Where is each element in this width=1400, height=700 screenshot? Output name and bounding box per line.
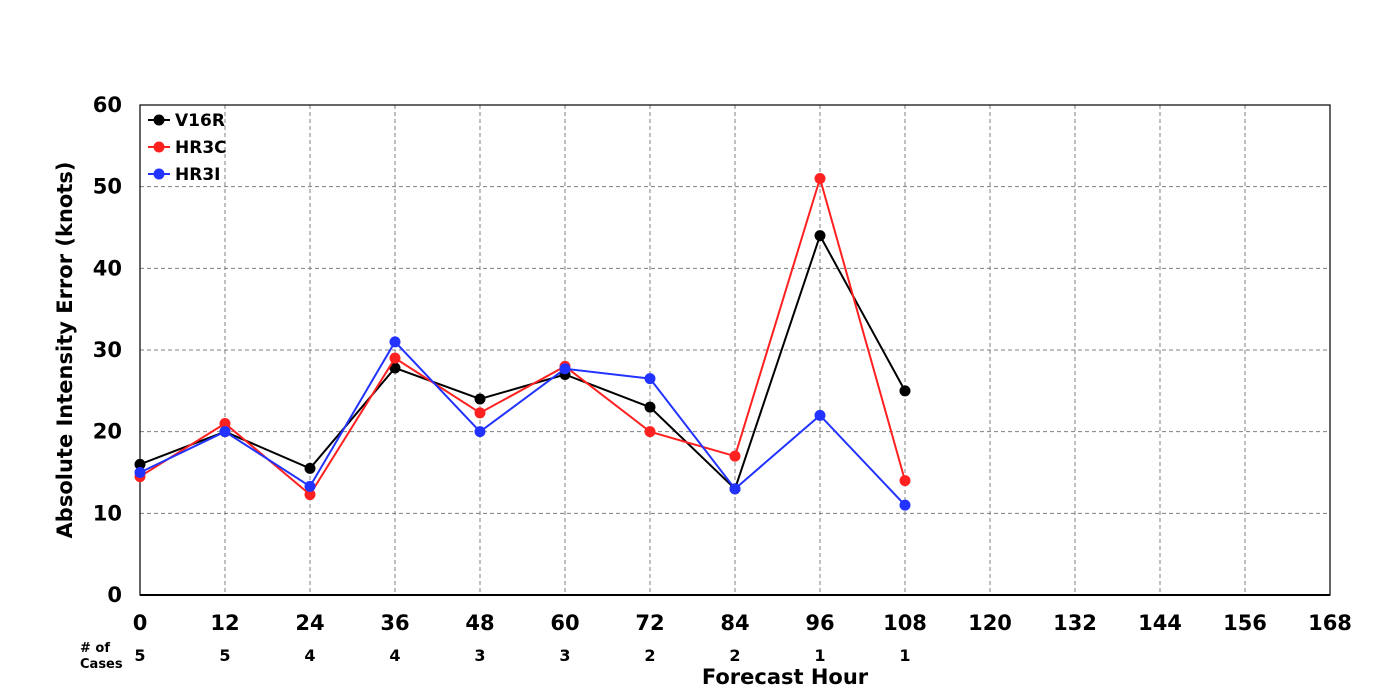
grid bbox=[140, 105, 1330, 596]
data-point bbox=[814, 173, 826, 184]
legend-item: HR3C bbox=[148, 138, 227, 158]
x-tick-label: 60 bbox=[550, 611, 579, 635]
x-tick-label: 24 bbox=[295, 611, 324, 635]
x-tick-label: 132 bbox=[1053, 611, 1097, 635]
x-tick-label: 12 bbox=[210, 611, 239, 635]
data-point bbox=[729, 450, 741, 462]
data-point bbox=[219, 426, 231, 438]
case-count: 4 bbox=[389, 646, 400, 665]
y-tick-label: 0 bbox=[107, 583, 122, 607]
data-point bbox=[899, 475, 911, 487]
x-tick-label: 144 bbox=[1138, 611, 1182, 635]
x-tick-label: 84 bbox=[720, 611, 749, 635]
data-point bbox=[474, 393, 486, 405]
x-tick-label: 72 bbox=[635, 611, 664, 635]
case-count: 4 bbox=[304, 646, 315, 665]
data-point bbox=[219, 418, 231, 429]
y-tick-label: 60 bbox=[93, 93, 122, 117]
data-point bbox=[389, 362, 401, 374]
legend-marker bbox=[153, 114, 165, 126]
x-tick-label: 108 bbox=[883, 611, 927, 635]
case-count: 5 bbox=[134, 646, 145, 665]
legend-item: HR3I bbox=[148, 165, 220, 185]
data-point bbox=[389, 352, 401, 364]
legend-marker bbox=[153, 168, 165, 180]
legend-label: HR3C bbox=[175, 138, 227, 158]
data-point bbox=[559, 363, 571, 375]
data-point bbox=[304, 462, 316, 474]
data-point bbox=[729, 483, 741, 495]
series-line bbox=[139, 174, 906, 497]
x-tick-label: 120 bbox=[968, 611, 1012, 635]
case-count: 1 bbox=[814, 646, 825, 665]
data-point bbox=[389, 336, 401, 348]
series-v16r bbox=[134, 230, 911, 495]
case-count: 3 bbox=[559, 646, 570, 665]
y-tick-labels: 0 10 20 30 40 50 60 bbox=[93, 93, 122, 607]
data-point bbox=[644, 401, 656, 413]
x-tick-label: 156 bbox=[1223, 611, 1267, 635]
y-tick-label: 20 bbox=[93, 420, 122, 444]
x-axis-title: Forecast Hour bbox=[702, 665, 869, 689]
legend: V16R HR3C HR3I bbox=[148, 111, 227, 185]
legend-label: V16R bbox=[175, 111, 225, 131]
series-layer bbox=[134, 173, 911, 511]
data-point bbox=[814, 409, 826, 421]
series-hr3c bbox=[134, 173, 911, 501]
case-count: 2 bbox=[729, 646, 740, 665]
cases-label-line1: # of bbox=[80, 641, 110, 656]
x-tick-label: 36 bbox=[380, 611, 409, 635]
cases-label-line2: Cases bbox=[80, 657, 123, 672]
data-point bbox=[134, 458, 146, 470]
data-point bbox=[474, 407, 486, 419]
data-point bbox=[644, 373, 656, 385]
y-tick-label: 30 bbox=[93, 338, 122, 362]
case-count: 1 bbox=[899, 646, 910, 665]
y-tick-label: 10 bbox=[93, 501, 122, 525]
case-count: 5 bbox=[219, 646, 230, 665]
x-tick-label: 168 bbox=[1308, 611, 1352, 635]
x-tick-label: 0 bbox=[133, 611, 148, 635]
data-point bbox=[304, 489, 316, 501]
data-point bbox=[644, 426, 656, 438]
data-point bbox=[304, 480, 316, 492]
x-tick-label: 96 bbox=[805, 611, 834, 635]
series-hr3i bbox=[134, 336, 911, 511]
case-count: 2 bbox=[644, 646, 655, 665]
legend-item: V16R bbox=[148, 111, 225, 131]
y-tick-label: 50 bbox=[93, 175, 122, 199]
legend-label: HR3I bbox=[175, 165, 220, 185]
data-point bbox=[899, 499, 911, 511]
x-tick-labels: 0 12 24 36 48 60 72 84 96 108 120 132 144 156 168 bbox=[133, 611, 1352, 635]
data-point bbox=[134, 467, 146, 478]
data-point bbox=[899, 385, 911, 397]
series-line bbox=[139, 340, 906, 506]
case-counts: 5 5 4 4 3 3 2 2 1 1 bbox=[134, 646, 910, 665]
y-axis-title: Absolute Intensity Error (knots) bbox=[53, 162, 77, 539]
plot-frame bbox=[139, 104, 1331, 596]
x-tick-label: 48 bbox=[465, 611, 494, 635]
series-line bbox=[139, 233, 906, 491]
data-point bbox=[814, 230, 826, 242]
y-tick-label: 40 bbox=[93, 256, 122, 280]
legend-marker bbox=[153, 141, 165, 153]
data-point bbox=[474, 426, 486, 438]
case-count: 3 bbox=[474, 646, 485, 665]
